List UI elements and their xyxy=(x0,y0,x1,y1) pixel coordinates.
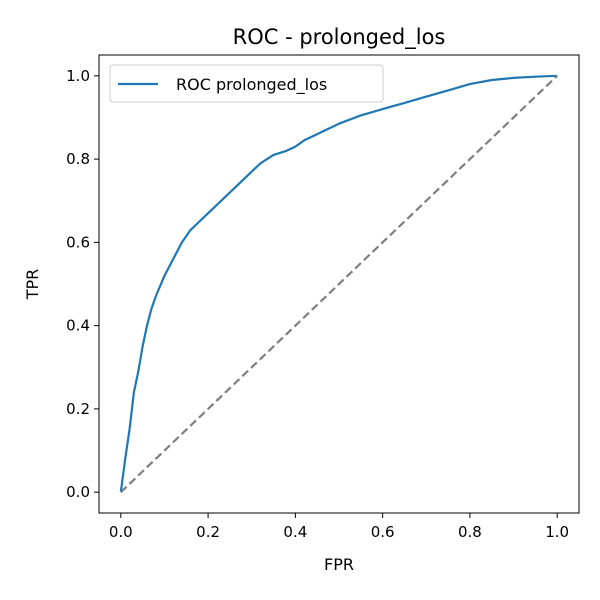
legend: ROC prolonged_los xyxy=(109,64,384,103)
x-axis-ticks: 0.0 0.2 0.4 0.6 0.8 1.0 xyxy=(109,513,569,541)
x-tick-label: 0.0 xyxy=(109,523,133,541)
roc-curve-line xyxy=(119,74,558,493)
x-tick-label: 0.8 xyxy=(458,523,482,541)
y-axis-label: TPR xyxy=(23,269,42,301)
chance-diagonal-line xyxy=(120,75,558,493)
y-tick-label: 0.0 xyxy=(66,483,90,501)
x-tick-label: 0.2 xyxy=(196,523,220,541)
plot-frame xyxy=(98,54,580,514)
y-tick-label: 0.8 xyxy=(66,150,90,168)
y-tick-label: 0.4 xyxy=(66,317,90,335)
y-tick-label: 1.0 xyxy=(66,67,90,85)
x-tick-label: 0.4 xyxy=(283,523,307,541)
plot-area xyxy=(119,74,558,493)
x-axis-label: FPR xyxy=(324,555,354,574)
chart-title: ROC - prolonged_los xyxy=(233,25,446,50)
y-tick-label: 0.2 xyxy=(66,400,90,418)
legend-box xyxy=(109,64,384,103)
x-tick-label: 1.0 xyxy=(545,523,569,541)
y-tick-label: 0.6 xyxy=(66,233,90,251)
y-axis-ticks: 0.0 0.2 0.4 0.6 0.8 1.0 xyxy=(66,67,99,501)
x-tick-label: 0.6 xyxy=(371,523,395,541)
series-layer xyxy=(119,74,558,493)
legend-label: ROC prolonged_los xyxy=(176,75,327,95)
